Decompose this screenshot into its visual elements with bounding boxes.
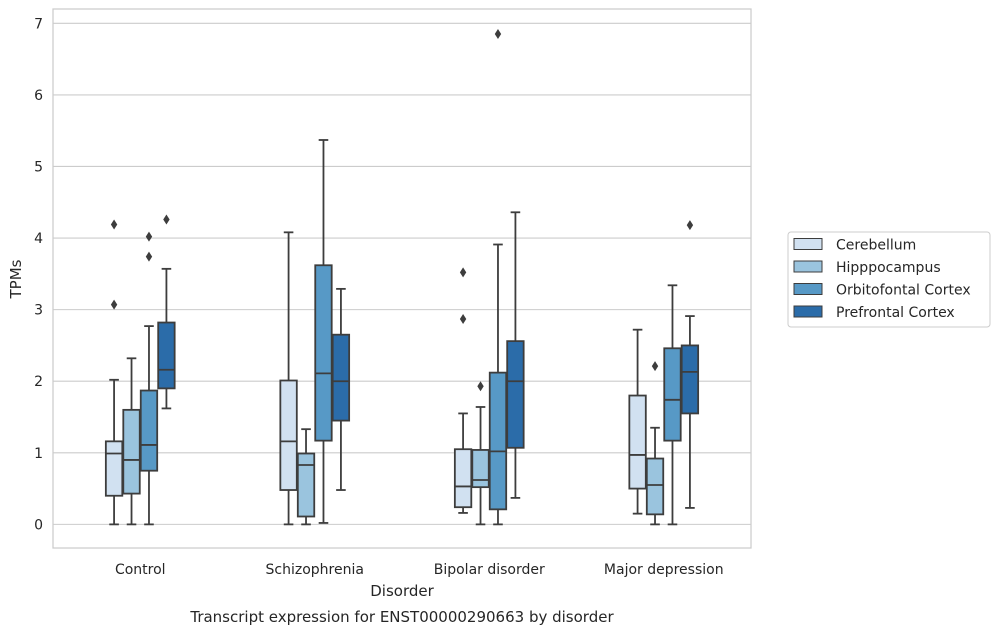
legend-swatch <box>793 283 823 295</box>
box-1-0 <box>279 231 298 526</box>
legend: Cerebellum Hipppocampus Orbitofontal Corte… <box>787 231 991 328</box>
box-3-0 <box>628 328 647 515</box>
box-iqr <box>453 448 473 509</box>
box-0-0 <box>104 219 124 526</box>
legend-swatch <box>793 260 823 273</box>
box-iqr <box>139 389 159 472</box>
x-tick-label: Control <box>115 562 166 578</box>
y-tick-label: 4 <box>34 231 43 247</box>
box-iqr <box>628 394 647 490</box>
box-iqr <box>488 371 508 511</box>
box-iqr <box>680 344 700 415</box>
y-tick-label: 5 <box>34 159 43 175</box>
x-tick-label: Bipolar disorder <box>434 562 545 578</box>
outlier-point <box>459 313 467 324</box>
legend-swatch <box>793 238 823 250</box>
outlier-point <box>651 361 659 372</box>
y-tick-label: 1 <box>34 446 43 462</box>
box-iqr <box>157 321 176 390</box>
y-tick-label: 6 <box>34 88 43 104</box>
box-iqr <box>314 264 333 442</box>
box-iqr <box>645 457 665 516</box>
x-axis-label: Disorder <box>370 582 434 600</box>
box-3-3 <box>680 220 700 509</box>
legend-label: Hipppocampus <box>836 260 941 276</box>
box-0-2 <box>139 231 159 526</box>
outlier-point <box>110 219 118 230</box>
outlier-point <box>145 231 153 242</box>
box-3-1 <box>645 361 665 526</box>
box-iqr <box>122 408 141 495</box>
legend-frame <box>787 231 991 328</box>
y-axis-label: TPMs <box>7 259 25 299</box>
box-2-3 <box>506 211 525 499</box>
chart-title: Transcript expression for ENST0000029066… <box>189 608 614 626</box>
outlier-point <box>477 381 484 392</box>
box-3-2 <box>663 284 682 526</box>
y-tick-label: 3 <box>34 303 43 319</box>
box-0-3 <box>157 214 176 410</box>
outlier-point <box>494 29 502 40</box>
box-2-1 <box>471 381 490 526</box>
box-1-1 <box>296 428 316 526</box>
outlier-point <box>686 220 694 231</box>
box-2-2 <box>488 29 508 526</box>
plot-frame <box>52 8 752 549</box>
y-tick-label: 7 <box>34 16 43 32</box>
legend-swatch <box>793 305 823 318</box>
box-1-3 <box>331 287 351 491</box>
box-iqr <box>296 452 316 518</box>
box-2-0 <box>453 267 473 514</box>
box-iqr <box>471 449 490 489</box>
box-iqr <box>104 440 124 497</box>
outlier-point <box>110 299 118 310</box>
legend-label: Orbitofontal Cortex <box>836 283 971 299</box>
y-axis-ticks: 0 1 2 3 4 5 6 7 <box>34 16 43 533</box>
box-1-2 <box>314 139 333 524</box>
box-iqr <box>279 379 298 491</box>
box-iqr <box>663 347 682 442</box>
outlier-point <box>145 251 153 262</box>
x-axis-ticks: Control Schizophrenia Bipolar disorder Majo… <box>115 562 724 578</box>
outlier-point <box>459 267 467 278</box>
box-iqr <box>506 340 525 449</box>
y-tick-label: 2 <box>34 374 43 390</box>
x-tick-label: Schizophrenia <box>266 562 364 578</box>
legend-label: Prefrontal Cortex <box>836 305 955 321</box>
x-tick-label: Major depression <box>604 562 724 578</box>
box-0-1 <box>122 357 141 526</box>
outlier-point <box>163 214 170 225</box>
legend-label: Cerebellum <box>836 238 916 254</box>
y-tick-label: 0 <box>34 517 43 533</box>
box-iqr <box>331 333 351 422</box>
box-series <box>104 29 700 526</box>
